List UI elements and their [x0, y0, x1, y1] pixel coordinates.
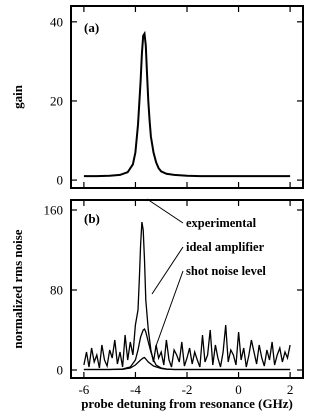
panel-b-x-ticks: -6 -4 -2 0 2 — [78, 200, 293, 397]
panel-b-y-ticks: 0 80 160 — [44, 203, 303, 378]
panel-a-y-axis-label: gain — [10, 84, 25, 109]
annotation-experimental: experimental — [186, 216, 257, 230]
panel-a-y-ticks: 0 20 40 — [50, 14, 303, 188]
y-tick-label: 20 — [50, 93, 63, 108]
panel-a-x-ticks — [83, 6, 291, 188]
ideal-amplifier-pointer — [151, 246, 184, 295]
y-tick-label: 80 — [50, 283, 63, 298]
gain-curve — [83, 30, 291, 178]
annotation-ideal-amplifier: ideal amplifier — [186, 240, 265, 254]
experimental-pointer — [146, 198, 184, 224]
experimental-noise-line — [83, 221, 291, 369]
y-tick-label: 40 — [50, 14, 63, 29]
panel-b-label: (b) — [84, 211, 100, 226]
x-tick-label: -2 — [182, 382, 193, 397]
x-tick-label: -4 — [130, 382, 141, 397]
x-axis-label: probe detuning from resonance (GHz) — [81, 396, 293, 411]
y-tick-label: 160 — [44, 203, 64, 218]
x-tick-label: -6 — [78, 382, 89, 397]
x-tick-label: 0 — [235, 382, 242, 397]
panel-a-frame — [70, 5, 304, 189]
shot-noise-pointer — [155, 270, 184, 347]
panel-a: (a) 0 20 40 gain — [10, 5, 304, 189]
y-tick-label: 0 — [57, 363, 64, 378]
annotation-shot-noise-level: shot noise level — [186, 264, 266, 278]
panel-b-y-axis-label: normalized rms noise — [10, 229, 25, 348]
panel-b: (b) 0 80 160 -6 -4 -2 0 2 experimental ideal a… — [10, 198, 304, 411]
panel-a-label: (a) — [84, 20, 99, 35]
y-tick-label: 0 — [57, 173, 64, 188]
x-tick-label: 2 — [287, 382, 294, 397]
shot-noise-level-line — [83, 356, 291, 371]
